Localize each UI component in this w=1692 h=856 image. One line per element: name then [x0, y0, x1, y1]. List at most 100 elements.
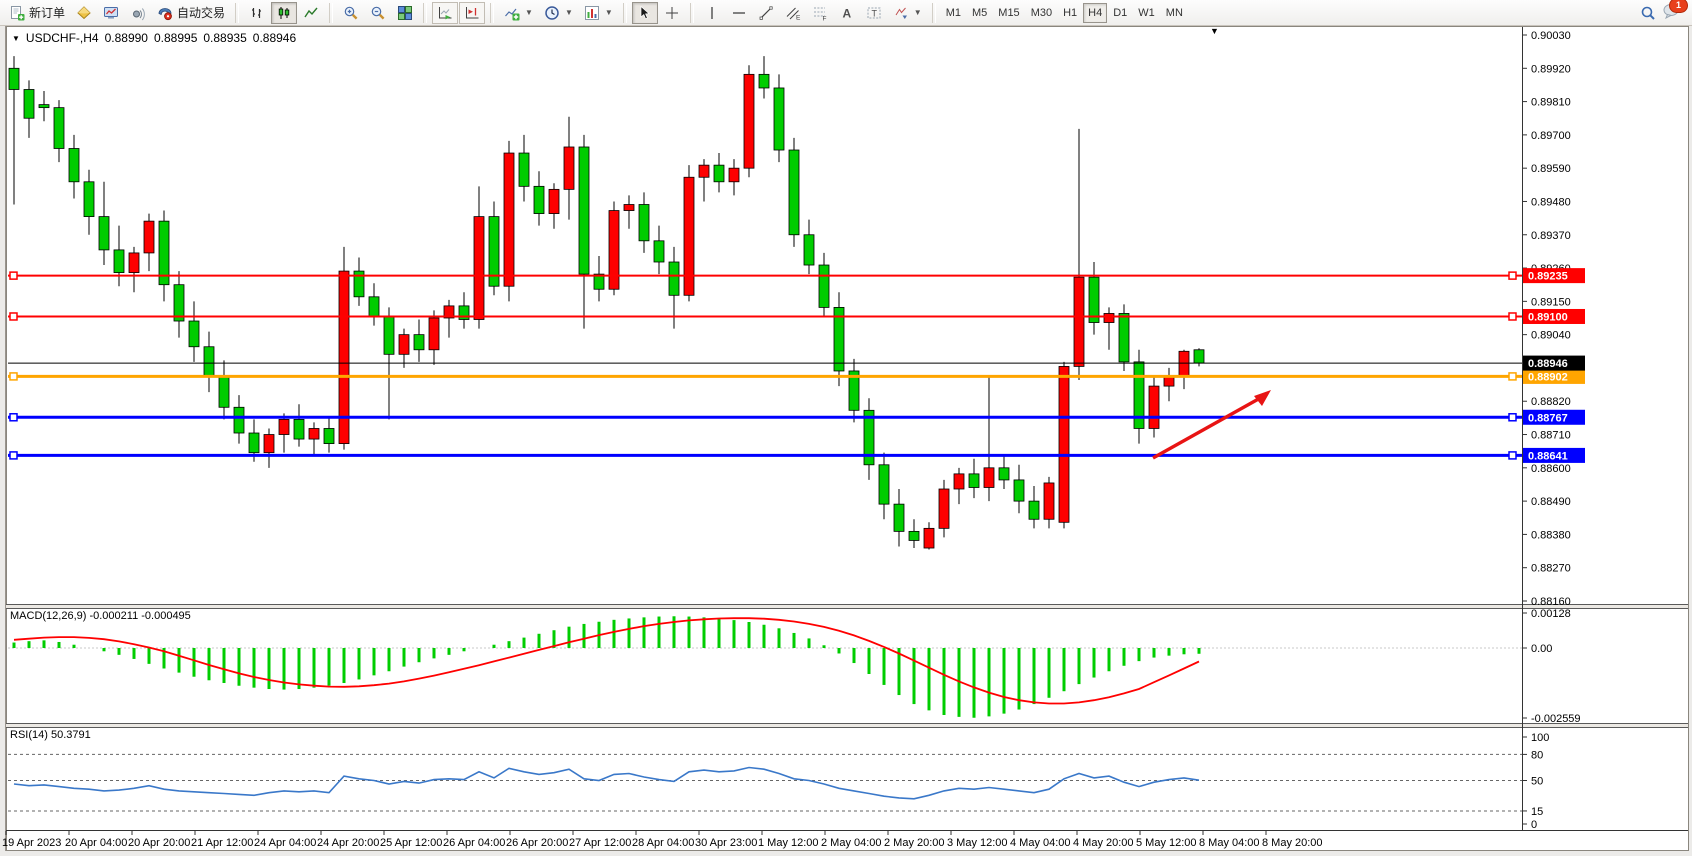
candle-body: [1103, 313, 1115, 323]
price-tick-label: 0.88270: [1531, 563, 1571, 575]
candle-body: [293, 418, 305, 440]
candle-body: [743, 73, 755, 169]
market-watch-button[interactable]: [98, 2, 124, 24]
candle-body: [758, 73, 770, 89]
periods-button[interactable]: ▼: [539, 2, 578, 24]
horizontal-line-tool-button[interactable]: [726, 2, 752, 24]
arrows-tool-button[interactable]: ▼: [888, 2, 927, 24]
new-order-button[interactable]: 新订单: [4, 2, 70, 24]
price-tick-label: 0.88160: [1531, 596, 1571, 608]
pane-splitter[interactable]: [6, 724, 1688, 727]
timeframe-button-m30[interactable]: M30: [1026, 3, 1057, 23]
price-level-badge: [1523, 268, 1585, 284]
text-tool-button[interactable]: A: [834, 2, 860, 24]
channel-tool-button[interactable]: E: [780, 2, 806, 24]
timeframe-button-h4[interactable]: H4: [1083, 2, 1108, 23]
vertical-line-tool-button[interactable]: [699, 2, 725, 24]
bar-chart-mode-button[interactable]: [244, 2, 270, 24]
alerts-button[interactable]: [125, 2, 151, 24]
search-button[interactable]: [1635, 2, 1661, 24]
macd-signal-line: [13, 617, 1200, 705]
candle-body: [563, 146, 575, 190]
new-order-icon: [9, 5, 25, 21]
zoom-out-icon: [370, 5, 386, 21]
line-anchor-handle[interactable]: [1508, 451, 1517, 460]
candle-body: [1043, 482, 1055, 520]
candle-body: [593, 273, 605, 290]
notifications-button[interactable]: 1: [1662, 0, 1688, 24]
candle-body: [698, 164, 710, 178]
timeframe-button-m15[interactable]: M15: [993, 3, 1024, 23]
arrow-annotation[interactable]: [1152, 395, 1263, 460]
candle-body: [878, 464, 890, 505]
cursor-tool-button[interactable]: [631, 1, 658, 24]
candle-body: [608, 210, 620, 290]
time-axis-label: 24 Apr 04:00: [254, 837, 316, 849]
timeframe-button-h1[interactable]: H1: [1058, 3, 1082, 23]
auto-scroll-icon: [437, 5, 453, 21]
dropdown-arrow-icon: ▼: [604, 8, 613, 17]
candle-body: [38, 104, 50, 109]
tile-windows-button[interactable]: [392, 2, 418, 24]
indicators-button[interactable]: ▼: [499, 2, 538, 24]
timeframe-button-d1[interactable]: D1: [1108, 3, 1132, 23]
crosshair-tool-button[interactable]: [659, 2, 685, 24]
time-axis-label: 26 Apr 04:00: [443, 837, 505, 849]
chart-menu-marker-icon[interactable]: ▼: [1210, 26, 1219, 36]
line-anchor-handle[interactable]: [9, 372, 18, 381]
timeframe-button-m5[interactable]: M5: [967, 3, 992, 23]
timeframe-button-m1[interactable]: M1: [941, 3, 966, 23]
chart-collapse-icon[interactable]: ▼: [12, 33, 20, 43]
template-chart-icon: [584, 5, 600, 21]
zoom-in-button[interactable]: [338, 2, 364, 24]
price-tick-label: 0.89150: [1531, 296, 1571, 308]
pane-splitter[interactable]: [6, 605, 1688, 608]
arrow-annotation-head[interactable]: [1254, 390, 1271, 406]
time-axis-label: 21 Apr 12:00: [191, 837, 253, 849]
candle-body: [983, 467, 995, 488]
candle-body: [398, 334, 410, 355]
candlestick-icon: [276, 5, 292, 21]
line-anchor-handle[interactable]: [1508, 312, 1517, 321]
fibonacci-tool-button[interactable]: F: [807, 2, 833, 24]
line-anchor-handle[interactable]: [1508, 271, 1517, 280]
trendline-tool-button[interactable]: [753, 2, 779, 24]
timeframe-button-mn[interactable]: MN: [1161, 3, 1188, 23]
trendline-icon: [758, 5, 774, 21]
candle-body: [368, 296, 380, 317]
current-price-badge: [1523, 355, 1585, 371]
auto-trading-button[interactable]: 自动交易: [152, 2, 230, 24]
line-anchor-handle[interactable]: [9, 413, 18, 422]
line-anchor-handle[interactable]: [1508, 413, 1517, 422]
line-anchor-handle[interactable]: [9, 312, 18, 321]
candlestick-mode-button[interactable]: [271, 1, 298, 24]
rsi-axis-label: 100: [1531, 732, 1549, 744]
candle-body: [1193, 349, 1205, 364]
auto-scroll-button[interactable]: [432, 1, 459, 24]
rsi-axis-label: 0: [1531, 819, 1537, 831]
chart-shift-button[interactable]: [459, 1, 486, 24]
line-chart-mode-button[interactable]: [298, 2, 324, 24]
profiles-button[interactable]: [71, 2, 97, 24]
toolbar-separator: [490, 2, 495, 23]
candle-body: [488, 216, 500, 287]
line-anchor-handle[interactable]: [9, 451, 18, 460]
time-axis-label: 4 May 04:00: [1010, 837, 1071, 849]
candle-body: [683, 176, 695, 296]
price-level-badge-label: 0.88902: [1528, 371, 1568, 383]
fibonacci-icon: F: [812, 5, 828, 21]
line-anchor-handle[interactable]: [1508, 372, 1517, 381]
timeframe-button-w1[interactable]: W1: [1133, 3, 1160, 23]
chart-symbol-period: USDCHF-,H4: [25, 31, 99, 45]
candle-body: [518, 152, 530, 187]
templates-button[interactable]: ▼: [579, 2, 618, 24]
candle-body: [428, 317, 440, 351]
text-label-tool-button[interactable]: T: [861, 2, 887, 24]
chart-window[interactable]: [6, 26, 1689, 851]
line-anchor-handle[interactable]: [9, 271, 18, 280]
candle-body: [278, 418, 290, 435]
chart-low-value: 0.88935: [203, 31, 247, 45]
candle-body: [668, 261, 680, 296]
zoom-out-button[interactable]: [365, 2, 391, 24]
